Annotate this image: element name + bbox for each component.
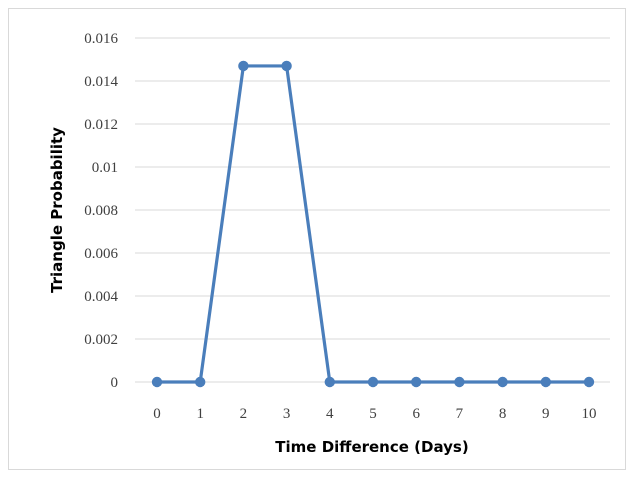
y-tick-label: 0.006 bbox=[84, 246, 118, 262]
data-point bbox=[281, 60, 292, 72]
y-tick-label: 0.012 bbox=[84, 117, 118, 133]
x-tick-label: 4 bbox=[326, 406, 334, 422]
data-point bbox=[540, 376, 551, 388]
y-tick-label: 0 bbox=[111, 375, 119, 391]
data-point bbox=[583, 376, 595, 388]
x-tick-label: 2 bbox=[240, 406, 248, 422]
x-tick-label: 3 bbox=[283, 406, 291, 422]
x-tick-label: 6 bbox=[412, 406, 420, 422]
y-tick-label: 0.008 bbox=[84, 203, 118, 219]
data-point bbox=[324, 376, 335, 388]
x-tick-label: 5 bbox=[369, 406, 377, 422]
series-group bbox=[151, 60, 595, 388]
x-tick-label: 7 bbox=[456, 406, 464, 422]
y-tick-label: 0.004 bbox=[84, 289, 118, 305]
y-tick-labels: 0 0.002 0.004 0.006 0.008 0.01 0.012 0.014 0.016 bbox=[84, 31, 118, 391]
series-line bbox=[157, 64, 589, 384]
data-point bbox=[367, 376, 379, 388]
x-tick-label: 0 bbox=[153, 406, 161, 422]
y-axis-title: Triangle Probability bbox=[48, 127, 66, 293]
data-point bbox=[195, 376, 206, 388]
data-point bbox=[238, 60, 249, 72]
data-point bbox=[151, 376, 163, 388]
x-tick-labels: 0 1 2 3 4 5 6 7 8 9 10 bbox=[153, 406, 596, 422]
data-point bbox=[411, 376, 422, 388]
x-tick-label: 8 bbox=[499, 406, 507, 422]
chart-frame bbox=[8, 8, 626, 470]
y-tick-label: 0.01 bbox=[92, 160, 118, 176]
x-axis-title: Time Difference (Days) bbox=[275, 438, 468, 456]
data-point bbox=[497, 376, 508, 388]
y-tick-label: 0.002 bbox=[84, 332, 118, 348]
x-tick-label: 9 bbox=[542, 406, 550, 422]
data-point bbox=[454, 376, 465, 388]
x-tick-label: 1 bbox=[196, 406, 204, 422]
y-tick-label: 0.014 bbox=[84, 74, 118, 90]
x-tick-label: 10 bbox=[582, 406, 597, 422]
y-tick-label: 0.016 bbox=[84, 31, 118, 47]
